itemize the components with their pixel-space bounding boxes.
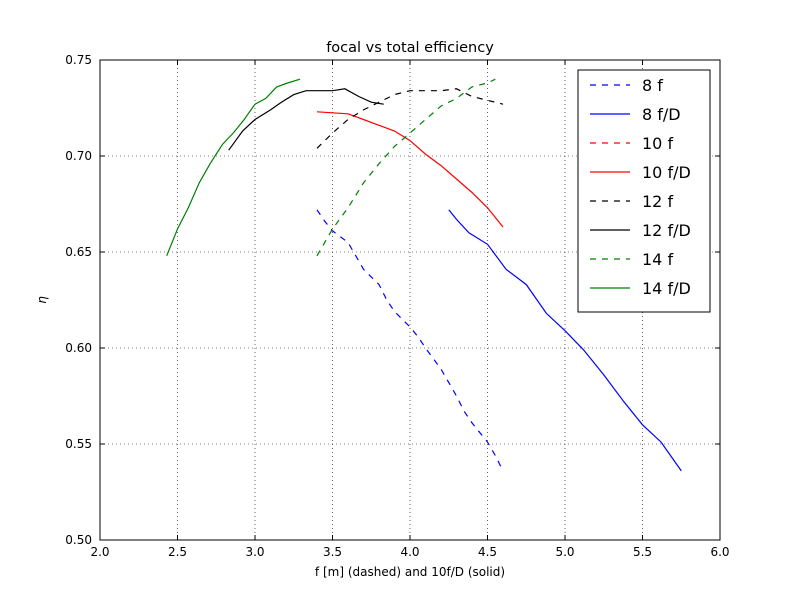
- legend-label: 8 f: [642, 76, 663, 95]
- series-line-14-f: [316, 78, 496, 257]
- x-tick-label: 3.5: [323, 545, 342, 559]
- series-line-8-f-d: [448, 209, 682, 472]
- axis-ticks: 2.0 2.5 3.0 3.5 4.0 4.5 5.0 5.5 6.0 0.50 0.55 0.60 0…: [65, 53, 729, 559]
- legend-box: [577, 69, 711, 313]
- y-tick-label: 0.55: [65, 437, 92, 451]
- series-line-14-f-d: [166, 78, 301, 257]
- legend-label: 12 f: [642, 192, 673, 211]
- series-line-8-f: [316, 209, 504, 472]
- legend-label: 14 f/D: [642, 279, 691, 298]
- x-axis-label: f [m] (dashed) and 10f/D (solid): [315, 565, 505, 579]
- x-tick-label: 5.0: [555, 545, 574, 559]
- x-tick-label: 2.5: [168, 545, 187, 559]
- x-tick-label: 4.5: [478, 545, 497, 559]
- legend-label: 14 f: [642, 250, 673, 269]
- legend-label: 8 f/D: [642, 105, 681, 124]
- y-tick-label: 0.70: [65, 149, 92, 163]
- legend-label: 10 f/D: [642, 163, 691, 182]
- x-tick-label: 2.0: [90, 545, 109, 559]
- x-tick-label: 4.0: [400, 545, 419, 559]
- y-tick-label: 0.75: [65, 53, 92, 67]
- plot-series: [166, 78, 682, 472]
- legend-label: 10 f: [642, 134, 673, 153]
- y-tick-label: 0.65: [65, 245, 92, 259]
- chart-title: focal vs total efficiency: [326, 40, 494, 56]
- series-line-10-f-d: [316, 111, 504, 228]
- y-axis-label: η: [35, 296, 49, 304]
- legend: 8 f 8 f/D 10 f 10 f/D 12 f 12 f/D 14 f 14 f/D: [577, 69, 711, 313]
- legend-label: 12 f/D: [642, 221, 691, 240]
- y-tick-label: 0.60: [65, 341, 92, 355]
- x-tick-label: 3.0: [245, 545, 264, 559]
- x-tick-label: 5.5: [633, 545, 652, 559]
- series-line-12-f-d: [228, 88, 384, 151]
- y-tick-label: 0.50: [65, 533, 92, 547]
- series-line-12-f: [316, 88, 504, 149]
- x-tick-label: 6.0: [710, 545, 729, 559]
